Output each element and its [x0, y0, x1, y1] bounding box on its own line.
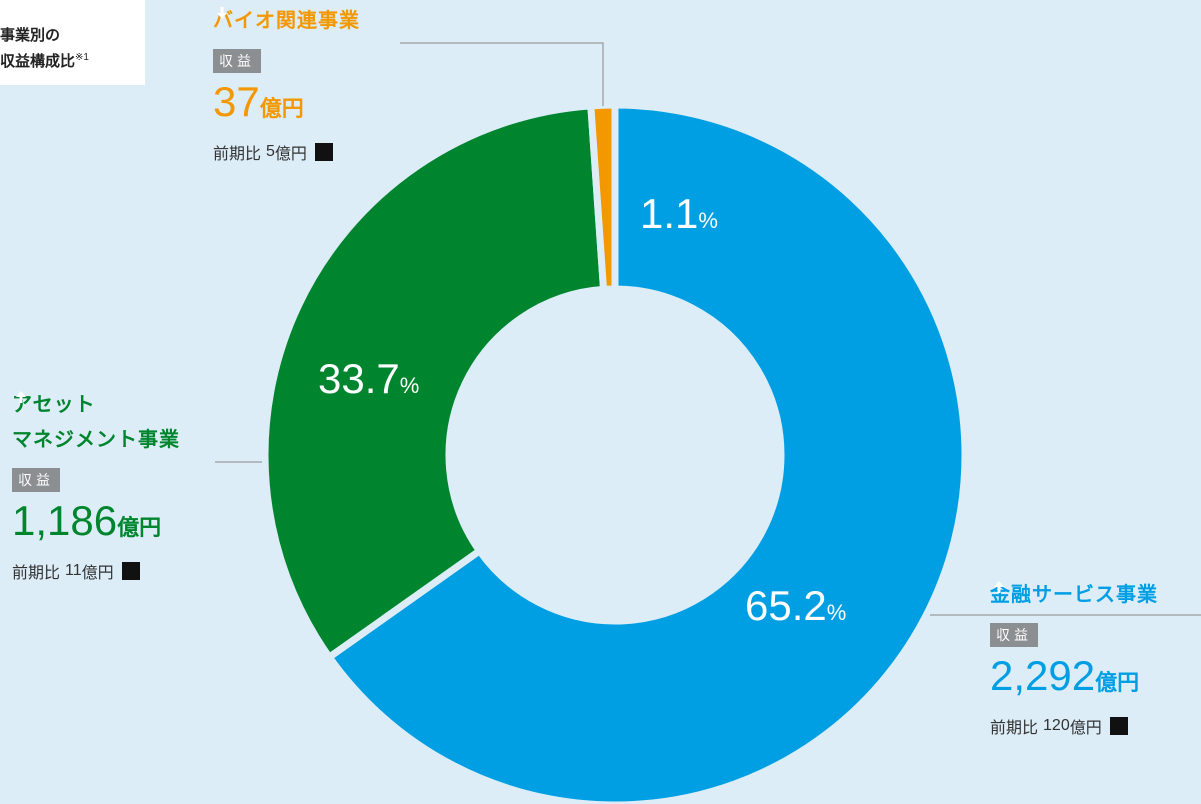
- arrow-icon: [217, 7, 227, 19]
- change-label: 前期比: [990, 720, 1039, 737]
- revenue-unit: 億円: [117, 515, 162, 540]
- revenue-unit: 億円: [259, 96, 304, 121]
- tag-row: 収益: [990, 613, 1158, 647]
- segment-label: 金融サービス事業 収益 2,292億円 前期比 120 億円: [990, 578, 1158, 738]
- change: 前期比 5 億円: [213, 7, 360, 164]
- change-value: 5: [266, 143, 275, 160]
- percent-unit: %: [399, 373, 420, 398]
- change-unit: 億円: [81, 565, 114, 582]
- revenue-value: 1,186: [12, 497, 118, 544]
- change-arrow: [217, 7, 333, 161]
- arrow: [16, 391, 26, 403]
- revenue-tag: 収益: [990, 623, 1038, 647]
- title-line: 収益構成比※1: [0, 50, 89, 71]
- revenue-value: 37: [213, 78, 260, 125]
- title-text: 収益構成比: [0, 53, 76, 70]
- percent-unit: %: [698, 208, 718, 233]
- donut-segment: [261, 102, 608, 663]
- percent-value: 33.7: [318, 355, 400, 402]
- arrow-icon: [994, 581, 1004, 593]
- revenue-value: 2,292: [990, 652, 1096, 699]
- title-note: ※1: [75, 52, 89, 63]
- change-label: 前期比: [213, 146, 262, 163]
- leader-line: [400, 42, 604, 106]
- arrow: [994, 581, 1004, 593]
- tag-row: 収益: [12, 458, 180, 492]
- change-unit: 億円: [274, 146, 307, 163]
- percent-value: 65.2: [745, 582, 827, 629]
- change: 前期比 120 億円: [990, 581, 1158, 738]
- donut-segment: [587, 101, 619, 294]
- percent-label: 65.2%: [745, 582, 846, 630]
- change-label: 前期比: [12, 565, 61, 582]
- title-box: 事業別の 収益構成比※1: [0, 0, 145, 85]
- tag-row: 収益: [213, 39, 360, 73]
- revenue-tag: 収益: [12, 468, 60, 492]
- percent-unit: %: [826, 600, 847, 625]
- revenue: 2,292億円: [990, 651, 1158, 708]
- change-arrow: [994, 581, 1128, 735]
- arrow: [217, 7, 227, 19]
- segment-label: バイオ関連事業 収益 37億円 前期比 5 億円: [213, 4, 360, 164]
- segment-name: バイオ関連事業: [213, 10, 360, 32]
- change-arrow: [16, 391, 140, 580]
- change-unit: 億円: [1069, 720, 1102, 737]
- segment-name: 金融サービス事業: [990, 584, 1158, 606]
- arrow-icon: [16, 391, 26, 403]
- revenue: 1,186億円: [12, 496, 180, 553]
- percent-value: 1.1: [640, 190, 699, 237]
- percent-label: 1.1%: [640, 190, 718, 238]
- revenue-unit: 億円: [1095, 670, 1140, 695]
- segment-label: アセット マネジメント事業 収益 1,186億円 前期比 11 億円: [12, 388, 180, 583]
- title-line: 事業別の: [0, 27, 61, 44]
- change-value: 11: [65, 562, 82, 579]
- donut-segment: [324, 101, 969, 804]
- change-value: 120: [1043, 717, 1070, 734]
- revenue-tag: 収益: [213, 49, 261, 73]
- percent-label: 33.7%: [318, 355, 419, 403]
- change: 前期比 11 億円: [12, 391, 180, 583]
- revenue: 37億円: [213, 77, 360, 134]
- segment-name: アセット マネジメント事業: [12, 394, 180, 451]
